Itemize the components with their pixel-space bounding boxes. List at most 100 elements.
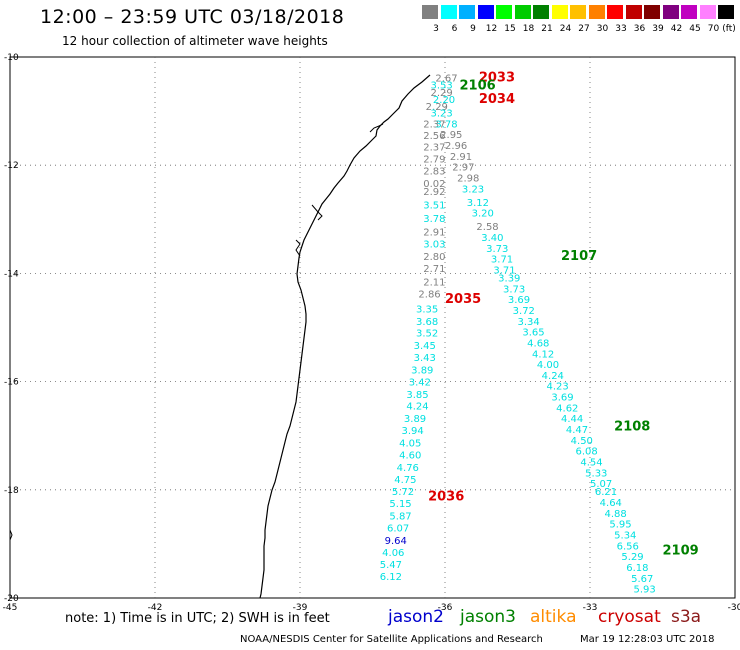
color-swatch-label: 27 bbox=[578, 24, 590, 34]
wave-height-value: 2.29 bbox=[431, 88, 453, 99]
wave-height-value: 0.02 bbox=[423, 179, 445, 190]
wave-height-value: 3.73 bbox=[486, 244, 508, 255]
color-swatch-label: 45 bbox=[689, 24, 701, 34]
color-swatch bbox=[496, 5, 512, 19]
color-swatch bbox=[551, 5, 568, 19]
wave-height-value: 4.05 bbox=[399, 439, 421, 450]
longitude-tick-label: -45 bbox=[3, 603, 18, 613]
latitude-tick-label: -14 bbox=[4, 269, 19, 279]
wave-height-value: 5.34 bbox=[614, 530, 636, 541]
wave-height-value: 3.34 bbox=[518, 317, 540, 328]
wave-height-value: 3.71 bbox=[493, 265, 515, 276]
color-swatch bbox=[570, 5, 586, 19]
latitude-tick-label: -10 bbox=[4, 53, 19, 63]
wave-height-value: 3.89 bbox=[411, 365, 433, 376]
wave-height-value: 3.51 bbox=[423, 200, 445, 211]
color-swatch bbox=[477, 5, 494, 19]
wave-height-value: 5.47 bbox=[380, 560, 402, 571]
color-swatch bbox=[514, 5, 531, 19]
wave-height-value: 6.21 bbox=[595, 487, 617, 498]
map-subtitle: 12 hour collection of altimeter wave hei… bbox=[62, 34, 328, 48]
wave-height-value: 5.15 bbox=[389, 499, 411, 510]
color-swatch bbox=[422, 5, 438, 19]
wave-height-value: 3.69 bbox=[508, 295, 530, 306]
color-swatch-label: 6 bbox=[451, 24, 458, 34]
wave-height-value: 4.62 bbox=[556, 403, 578, 414]
pass-time-label: 2107 bbox=[561, 249, 597, 264]
wave-height-value: 2.29 bbox=[426, 102, 448, 113]
wave-height-value: 2.71 bbox=[423, 264, 445, 275]
wave-height-value: 6.18 bbox=[626, 563, 648, 574]
pass-time-label: 2108 bbox=[614, 419, 650, 434]
wave-height-value: 3.03 bbox=[423, 239, 445, 250]
pass-time-label: 2033 bbox=[479, 70, 515, 85]
wave-height-value: 3.23 bbox=[431, 109, 453, 120]
wave-height-value: 3.42 bbox=[409, 377, 431, 388]
wave-height-value: 3.94 bbox=[402, 426, 424, 437]
wave-height-value: 3.45 bbox=[414, 341, 436, 352]
wave-height-value: 2.95 bbox=[440, 130, 462, 141]
pass-time-label: 2034 bbox=[479, 92, 515, 107]
wave-height-value: 3.78 bbox=[423, 214, 445, 225]
wave-height-value: 5.72 bbox=[392, 487, 414, 498]
latitude-tick-label: -12 bbox=[4, 161, 19, 171]
wave-height-value: 2.98 bbox=[457, 173, 479, 184]
pass-time-label: 2109 bbox=[663, 544, 699, 559]
wave-height-value: 2.20 bbox=[433, 95, 455, 106]
wave-height-value: 5.29 bbox=[621, 552, 643, 563]
wave-height-value: 3.73 bbox=[503, 284, 525, 295]
wave-height-value: 3.53 bbox=[431, 80, 453, 91]
wave-height-value: 4.50 bbox=[571, 436, 593, 447]
color-swatch-label: 9 bbox=[470, 24, 476, 34]
wave-height-value: 3.52 bbox=[416, 329, 438, 340]
wave-height-value: 3.39 bbox=[498, 274, 520, 285]
color-swatch-label: 39 bbox=[652, 24, 664, 34]
longitude-tick-label: -33 bbox=[583, 603, 598, 613]
mission-cryosat: cryosat bbox=[598, 607, 661, 627]
wave-height-value: 5.07 bbox=[590, 479, 612, 490]
wave-height-value: 2.37 bbox=[423, 143, 445, 154]
wave-height-observations: 2.673.532.292.202.293.232.373.782.562.95… bbox=[380, 73, 656, 595]
wave-height-value: 3.68 bbox=[416, 317, 438, 328]
wave-height-value: 4.60 bbox=[399, 450, 421, 461]
latitude-tick-label: -20 bbox=[4, 594, 19, 604]
color-swatch bbox=[699, 5, 716, 19]
color-swatch-label: 42 bbox=[670, 24, 683, 34]
mission-jason2: jason2 bbox=[388, 607, 444, 627]
latitude-tick-label: -16 bbox=[4, 378, 19, 388]
wave-height-value: 5.67 bbox=[631, 574, 653, 585]
wave-height-value: 3.71 bbox=[491, 255, 513, 266]
wave-height-value: 3.65 bbox=[522, 328, 544, 339]
wave-height-value: 4.64 bbox=[600, 498, 622, 509]
wave-height-value: 3.43 bbox=[414, 353, 436, 364]
wave-height-value: 2.80 bbox=[423, 252, 445, 263]
wave-height-value: 4.06 bbox=[382, 548, 404, 559]
longitude-tick-label: -42 bbox=[148, 603, 163, 613]
wave-height-value: 3.85 bbox=[406, 390, 428, 401]
wave-height-value: 2.83 bbox=[423, 166, 445, 177]
color-scale-unit: (ft) bbox=[722, 24, 736, 34]
wave-height-value: 2.92 bbox=[423, 187, 445, 198]
map-frame bbox=[9, 56, 736, 599]
wave-height-value: 2.86 bbox=[418, 290, 440, 301]
wave-height-value: 4.47 bbox=[566, 425, 588, 436]
color-swatch bbox=[607, 5, 623, 19]
wave-height-value: 4.12 bbox=[532, 349, 554, 360]
longitude-tick-label: -36 bbox=[438, 603, 453, 613]
wave-height-value: 2.11 bbox=[423, 277, 445, 288]
coastline-estuary bbox=[295, 123, 384, 257]
wave-height-value: 4.68 bbox=[527, 338, 549, 349]
wave-height-value: 3.20 bbox=[472, 209, 494, 220]
color-swatch bbox=[459, 5, 475, 19]
wave-height-value: 6.08 bbox=[576, 447, 598, 458]
wave-height-value: 3.23 bbox=[462, 184, 484, 195]
color-swatch-label: 12 bbox=[485, 24, 498, 34]
wave-height-value: 2.97 bbox=[452, 163, 474, 174]
wave-height-value: 2.91 bbox=[423, 228, 445, 239]
wave-height-value: 5.93 bbox=[634, 585, 656, 596]
wave-height-value: 3.69 bbox=[551, 393, 573, 404]
wave-height-value: 6.07 bbox=[387, 523, 409, 534]
color-swatch bbox=[681, 5, 697, 19]
